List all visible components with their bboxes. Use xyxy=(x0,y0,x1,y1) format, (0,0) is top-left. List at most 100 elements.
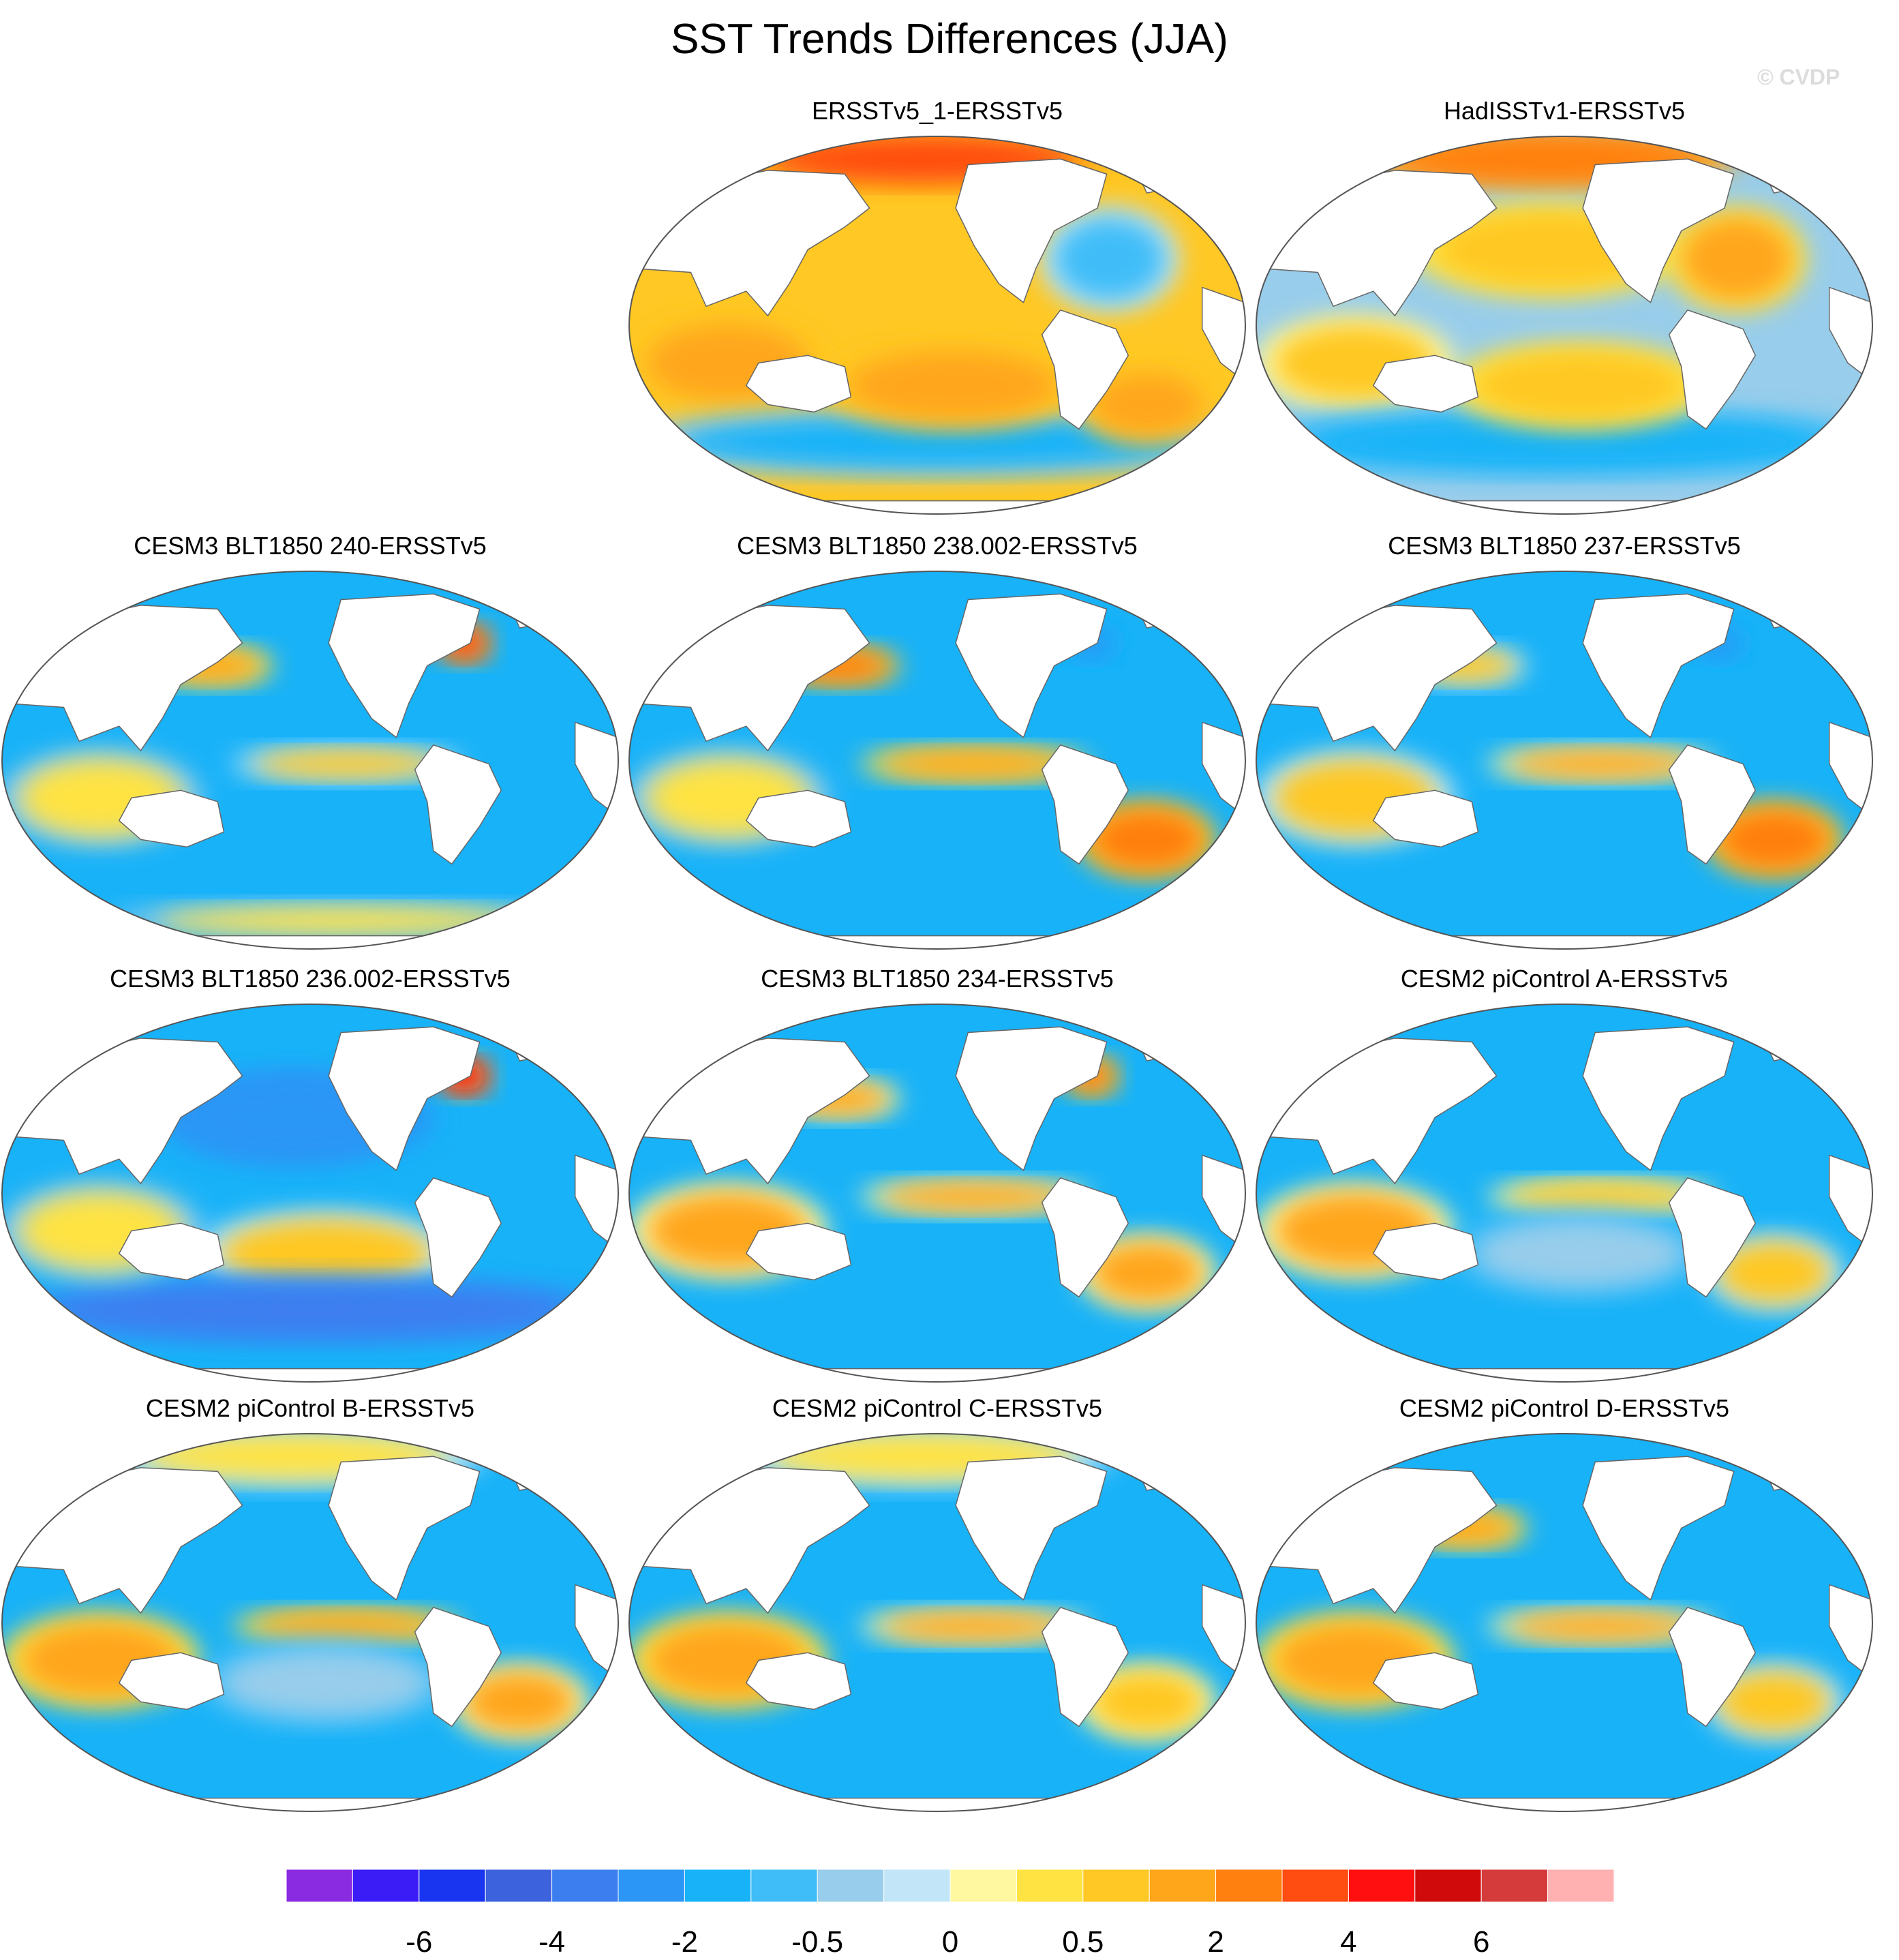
land-mass xyxy=(1582,158,1735,303)
map-panel: HadISSTv1-ERSSTv5 xyxy=(1254,97,1874,540)
sst-map xyxy=(1256,1004,1873,1383)
land-mass xyxy=(328,1456,481,1601)
land-mass xyxy=(1041,310,1129,430)
map-panel: CESM3 BLT1850 237-ERSSTv5 xyxy=(1254,532,1874,975)
land-mass xyxy=(414,744,502,865)
colorbar-swatch xyxy=(1348,1869,1416,1902)
map-outline xyxy=(628,136,1246,515)
anomaly-south-atlantic xyxy=(1718,1672,1829,1732)
sst-map xyxy=(628,1004,1246,1383)
colorbar-tick-label: 6 xyxy=(1472,1925,1490,1959)
land-mass xyxy=(1373,355,1479,413)
sst-map xyxy=(1,1433,619,1812)
anomaly-north-atlantic xyxy=(1054,217,1166,301)
cvdp-watermark: © CVDP xyxy=(1757,65,1840,89)
colorbar-swatch xyxy=(1016,1869,1084,1902)
panel-title: CESM3 BLT1850 237-ERSSTv5 xyxy=(1388,532,1741,560)
land-mass xyxy=(746,789,852,848)
colorbar-tick-label: -2 xyxy=(671,1925,698,1959)
land-mass xyxy=(1668,1177,1756,1298)
anomaly-south-pacific xyxy=(220,1648,431,1717)
anomaly-north-atlantic xyxy=(1681,217,1793,301)
map-panel: CESM3 BLT1850 234-ERSSTv5 xyxy=(627,965,1247,1408)
anomaly-south-atlantic xyxy=(464,1672,575,1732)
land-mass xyxy=(574,1154,618,1250)
anomaly-south-atlantic xyxy=(1091,1672,1202,1732)
land-mass xyxy=(574,721,618,817)
anomaly-equatorial-pacific xyxy=(881,1613,1067,1640)
sst-map xyxy=(1256,136,1873,515)
panel-title: CESM2 piControl C-ERSSTv5 xyxy=(772,1394,1103,1422)
colorbar-swatch xyxy=(817,1869,885,1902)
land-mass xyxy=(746,1652,852,1710)
anomaly-south-pacific xyxy=(1474,351,1685,420)
land-mass xyxy=(1379,500,1750,514)
map-panel: ERSSTv5_1-ERSSTv5 xyxy=(627,97,1247,540)
anomaly-southern-ocean xyxy=(675,415,1200,469)
land-mass xyxy=(752,1368,1123,1382)
anomaly-equatorial-pacific xyxy=(1508,1183,1694,1210)
panel-title: CESM2 piControl A-ERSSTv5 xyxy=(1400,965,1729,993)
panel-title: CESM3 BLT1850 238.002-ERSSTv5 xyxy=(737,532,1138,560)
anomaly-south-atlantic xyxy=(1091,809,1202,870)
colorbar-tick-label: -4 xyxy=(538,1925,566,1959)
anomaly-south-pacific xyxy=(220,1219,431,1288)
land-mass xyxy=(1668,744,1756,865)
land-mass xyxy=(1373,1652,1479,1710)
land-mass xyxy=(119,1652,225,1710)
land-mass xyxy=(119,1222,225,1281)
colorbar-swatch xyxy=(950,1869,1017,1902)
land-mass xyxy=(1668,1607,1756,1728)
map-panel: CESM3 BLT1850 240-ERSSTv5 xyxy=(0,532,620,975)
land-mass xyxy=(1828,1154,1872,1250)
land-mass xyxy=(125,935,496,949)
colorbar-tick-label: 0.5 xyxy=(1062,1925,1104,1959)
sst-map xyxy=(628,571,1246,950)
map-outline xyxy=(1,1433,619,1812)
colorbar-swatch xyxy=(1547,1869,1614,1902)
colorbar-swatch xyxy=(618,1869,685,1902)
land-mass xyxy=(125,1797,496,1811)
land-mass xyxy=(1379,1368,1750,1382)
colorbar-swatch xyxy=(1082,1869,1150,1902)
sst-map xyxy=(1,1004,619,1383)
colorbar-swatch xyxy=(750,1869,818,1902)
colorbar-swatch xyxy=(1281,1869,1349,1902)
colorbar-tick-label: 4 xyxy=(1340,1925,1357,1959)
panel-title: HadISSTv1-ERSSTv5 xyxy=(1443,97,1686,125)
land-mass xyxy=(1828,286,1872,382)
map-outline xyxy=(1,1004,619,1383)
land-mass xyxy=(1828,721,1872,817)
land-mass xyxy=(1379,935,1750,949)
map-outline xyxy=(628,1004,1246,1383)
land-mass xyxy=(955,1456,1108,1601)
map-panel: CESM2 piControl A-ERSSTv5 xyxy=(1254,965,1874,1408)
land-mass xyxy=(746,355,852,413)
anomaly-south-atlantic xyxy=(1091,1242,1202,1303)
land-mass xyxy=(955,158,1108,303)
map-outline xyxy=(1256,1004,1873,1383)
anomaly-equatorial-pacific xyxy=(881,1183,1067,1210)
anomaly-southern-ocean xyxy=(48,1283,573,1337)
map-panel: CESM2 piControl D-ERSSTv5 xyxy=(1254,1394,1874,1837)
land-mass xyxy=(1201,721,1245,817)
colorbar-swatch xyxy=(551,1869,619,1902)
land-mass xyxy=(1379,1797,1750,1811)
sst-map xyxy=(628,136,1246,515)
map-outline xyxy=(1256,571,1873,950)
land-mass xyxy=(1582,593,1735,738)
land-mass xyxy=(1201,1154,1245,1250)
anomaly-equatorial-pacific xyxy=(881,751,1067,777)
land-mass xyxy=(328,593,481,738)
map-outline xyxy=(628,571,1246,950)
anomaly-south-atlantic xyxy=(1091,374,1202,435)
anomaly-equatorial-pacific xyxy=(1508,751,1694,777)
colorbar-swatch xyxy=(286,1869,353,1902)
map-outline xyxy=(1256,1433,1873,1812)
sst-map xyxy=(1,571,619,950)
colorbar-swatch xyxy=(1215,1869,1283,1902)
land-mass xyxy=(752,1797,1123,1811)
anomaly-equatorial-pacific xyxy=(1508,1613,1694,1640)
land-mass xyxy=(414,1607,502,1728)
panel-title: CESM3 BLT1850 240-ERSSTv5 xyxy=(134,532,487,560)
